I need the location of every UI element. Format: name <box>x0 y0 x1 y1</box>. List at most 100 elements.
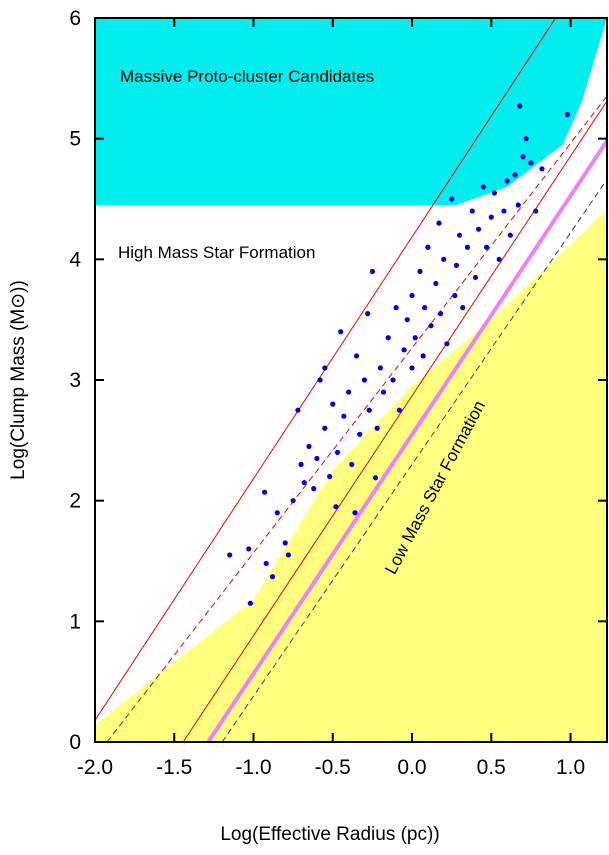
data-point <box>504 178 510 184</box>
data-point <box>330 401 336 407</box>
region <box>95 209 607 742</box>
data-point <box>353 353 360 359</box>
data-point <box>404 317 410 323</box>
data-point <box>437 311 444 317</box>
reference-line <box>182 100 607 742</box>
data-point <box>295 407 301 413</box>
data-point <box>469 208 475 214</box>
data-point <box>385 335 391 341</box>
data-point <box>341 413 347 419</box>
data-point <box>449 196 455 202</box>
data-point <box>444 341 450 347</box>
data-point <box>247 600 253 606</box>
data-point <box>396 407 402 413</box>
data-point <box>417 268 423 274</box>
data-point <box>436 220 442 226</box>
data-point <box>306 443 312 449</box>
data-point <box>311 486 317 492</box>
data-point <box>390 377 396 383</box>
data-point <box>393 305 399 311</box>
data-point <box>334 449 341 455</box>
data-point <box>428 323 434 329</box>
data-point <box>472 274 479 281</box>
y-tick-label: 4 <box>69 248 81 271</box>
data-point <box>496 256 502 262</box>
x-tick-label: 0.5 <box>477 756 506 779</box>
data-point <box>282 540 288 546</box>
data-point <box>246 546 252 552</box>
data-point <box>491 190 498 196</box>
data-point <box>227 552 233 558</box>
data-point <box>483 244 490 250</box>
data-point <box>412 335 418 341</box>
data-point <box>357 431 363 437</box>
data-point <box>515 202 521 208</box>
data-point <box>274 510 280 516</box>
data-point <box>301 479 307 486</box>
data-point <box>453 262 460 268</box>
data-point <box>425 244 431 250</box>
data-point <box>476 226 482 232</box>
x-tick-label: -1.5 <box>156 756 192 779</box>
data-point <box>409 365 415 371</box>
data-point <box>285 552 291 558</box>
x-tick-label: -2.0 <box>77 756 113 779</box>
regions <box>95 18 607 742</box>
data-point <box>317 377 323 383</box>
data-point <box>452 292 458 299</box>
data-point <box>456 232 463 238</box>
annotation: High Mass Star Formation <box>118 243 315 262</box>
x-tick-label: 1.0 <box>556 756 585 779</box>
data-point <box>349 461 355 468</box>
data-point <box>322 365 328 371</box>
x-axis-title: Log(Effective Radius (pc)) <box>220 824 439 845</box>
reference-line <box>206 138 607 742</box>
y-tick-label: 2 <box>69 490 81 513</box>
annotation: Massive Proto-cluster Candidates <box>120 67 374 86</box>
reference-line <box>221 178 607 742</box>
data-point <box>441 256 447 262</box>
data-point <box>380 389 387 395</box>
data-point <box>422 305 428 311</box>
data-point <box>401 347 407 353</box>
x-tick-label: -1.0 <box>235 756 271 779</box>
data-point <box>409 292 415 299</box>
data-point <box>262 489 268 495</box>
x-tick-label: 0.0 <box>397 756 426 779</box>
data-point <box>372 475 379 481</box>
data-point <box>420 353 426 359</box>
data-point <box>512 172 518 178</box>
data-point <box>365 311 371 317</box>
data-point <box>290 498 296 504</box>
data-point <box>480 184 486 190</box>
data-point <box>346 389 352 395</box>
points <box>227 103 570 606</box>
y-tick-label: 1 <box>69 610 81 633</box>
data-point <box>361 377 368 383</box>
data-point <box>327 473 333 480</box>
data-point <box>352 510 358 516</box>
data-point <box>533 208 539 214</box>
data-point <box>501 208 507 214</box>
data-point <box>488 214 494 220</box>
y-tick-label: 3 <box>69 369 81 392</box>
data-point <box>564 111 570 118</box>
data-point <box>464 244 471 250</box>
data-point <box>322 425 328 431</box>
x-tick-label: -0.5 <box>315 756 351 779</box>
y-tick-label: 0 <box>69 731 81 754</box>
reference-line <box>106 95 607 742</box>
y-tick-label: 6 <box>69 7 81 30</box>
data-point <box>520 154 526 160</box>
data-point <box>366 407 372 413</box>
y-axis-title: Log(Clump Mass (M⊙)) <box>8 280 29 480</box>
axes: -2.0 -1.5 -1.0 -0.5 0.0 0.5 1.0 0 1 2 3 4 5 6 <box>69 7 607 779</box>
data-point <box>433 280 439 287</box>
data-point <box>374 425 380 431</box>
data-point <box>314 455 320 462</box>
data-point <box>523 136 529 142</box>
data-point <box>460 305 466 311</box>
data-point <box>263 560 269 567</box>
data-point <box>517 103 523 109</box>
